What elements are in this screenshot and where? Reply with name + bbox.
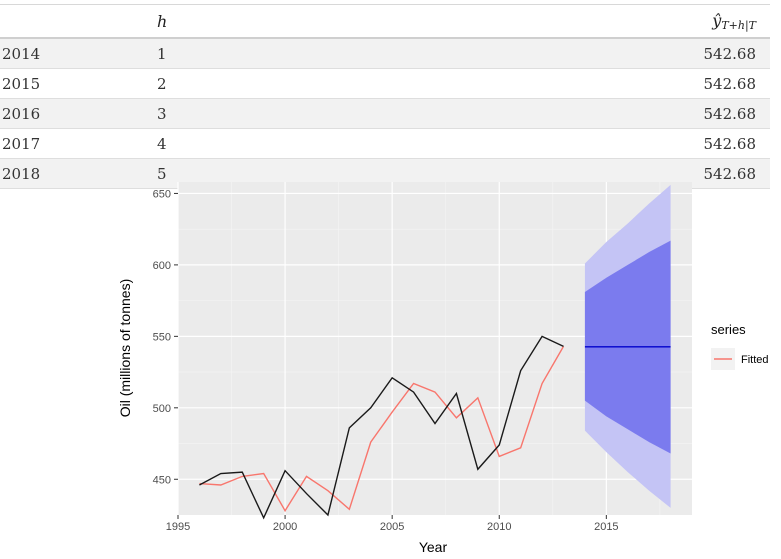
forecast-table: h ŷT+h|T 2014 1 542.68 2015 2 542.68 201… bbox=[0, 4, 770, 189]
year-column-header bbox=[0, 4, 153, 39]
h-column-header: h bbox=[153, 4, 268, 39]
x-tick-label: 1995 bbox=[166, 521, 190, 533]
x-tick-label: 2015 bbox=[594, 521, 618, 533]
y-tick-label: 600 bbox=[153, 260, 171, 272]
x-tick-label: 2005 bbox=[380, 521, 404, 533]
table-row: 2017 4 542.68 bbox=[0, 128, 770, 159]
axes: 1995 2000 2005 2010 2015 450 500 550 600 650 bbox=[153, 188, 619, 533]
x-tick-label: 2010 bbox=[487, 521, 511, 533]
year-cell: 2017 bbox=[0, 128, 153, 159]
forecast-value-cell: 542.68 bbox=[267, 98, 770, 129]
forecast-value-cell: 542.68 bbox=[267, 68, 770, 99]
y-tick-label: 500 bbox=[153, 403, 171, 415]
legend-title: series bbox=[711, 322, 746, 337]
h-cell: 4 bbox=[153, 128, 268, 159]
x-tick-label: 2000 bbox=[273, 521, 297, 533]
x-axis-title: Year bbox=[419, 539, 448, 555]
fitted-series-line bbox=[199, 346, 565, 513]
forecast-value-cell: 542.68 bbox=[267, 128, 770, 159]
table-row: 2014 1 542.68 bbox=[0, 38, 770, 69]
legend-entry-fitted: Fitted bbox=[741, 354, 769, 366]
y-axis-title: Oil (millions of tonnes) bbox=[117, 279, 133, 418]
y-tick-label: 650 bbox=[153, 188, 171, 200]
legend: series Fitted bbox=[711, 322, 769, 370]
year-cell: 2015 bbox=[0, 68, 153, 99]
oil-forecast-chart: 1995 2000 2005 2010 2015 450 500 550 600 650 Year… bbox=[117, 182, 769, 555]
forecast-column-header: ŷT+h|T bbox=[267, 4, 770, 39]
h-cell: 3 bbox=[153, 98, 268, 129]
year-cell: 2016 bbox=[0, 98, 153, 129]
h-cell: 2 bbox=[153, 68, 268, 99]
observed-series-line bbox=[199, 335, 564, 520]
y-tick-label: 450 bbox=[153, 474, 171, 486]
y-tick-label: 550 bbox=[153, 331, 171, 343]
table-row: 2015 2 542.68 bbox=[0, 68, 770, 99]
table-header-row: h ŷT+h|T bbox=[0, 4, 770, 39]
table-row: 2016 3 542.68 bbox=[0, 98, 770, 129]
yhat-symbol: ŷ bbox=[712, 10, 722, 30]
forecast-value-cell: 542.68 bbox=[267, 38, 770, 69]
h-cell: 1 bbox=[153, 38, 268, 69]
yhat-subscript: T+h|T bbox=[721, 18, 756, 32]
series-lines bbox=[199, 335, 671, 520]
year-cell: 2018 bbox=[0, 158, 153, 189]
year-cell: 2014 bbox=[0, 38, 153, 69]
